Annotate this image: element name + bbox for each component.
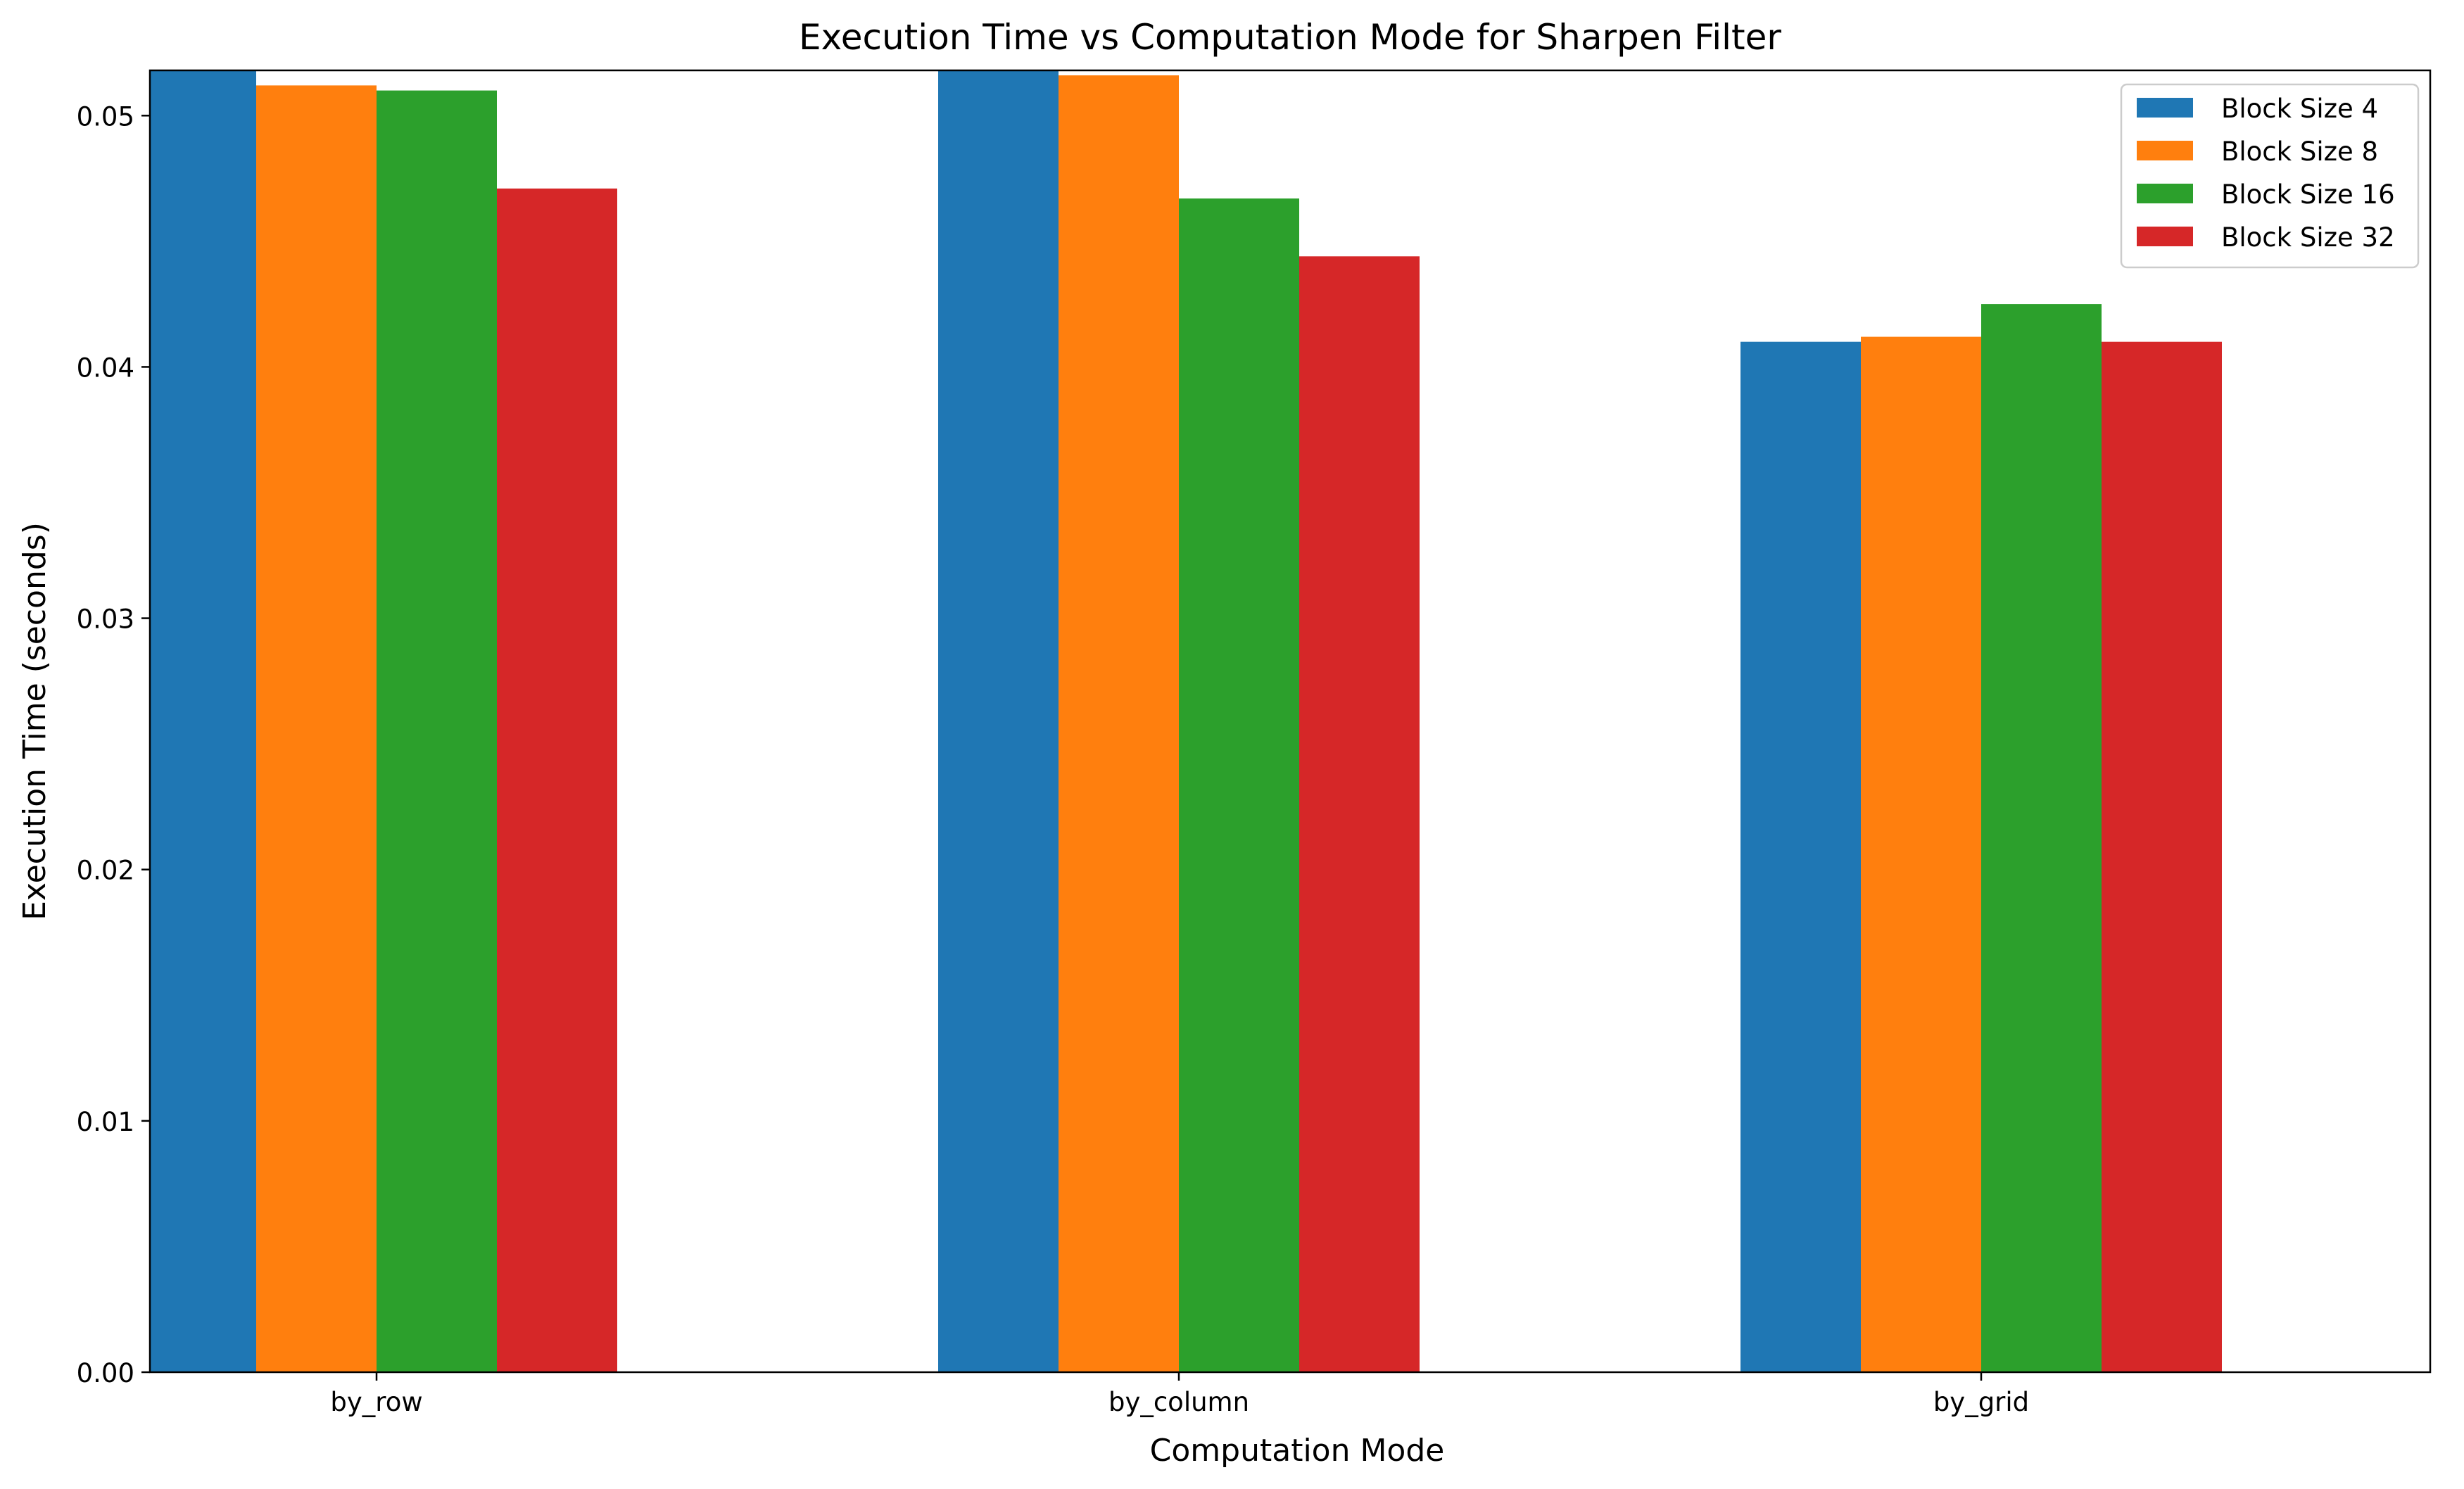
legend-label: Block Size 32	[2221, 222, 2395, 253]
x-tick-label: by_row	[330, 1387, 422, 1417]
legend-frame	[2120, 83, 2420, 269]
bar-by_column-series-1	[938, 70, 1059, 1372]
x-tick-label: by_column	[1108, 1387, 1249, 1417]
x-axis-label: Computation Mode	[1150, 1433, 1445, 1469]
x-tick-label: by_grid	[1933, 1387, 2029, 1417]
legend-swatch	[2137, 98, 2193, 118]
legend: Block Size 4 Block Size 8 Block Size 16 Blo…	[2120, 83, 2420, 269]
y-tick-label: 0.00	[77, 1358, 134, 1388]
legend-label: Block Size 4	[2221, 94, 2378, 124]
bar-by_grid-series-1	[1740, 341, 1861, 1372]
legend-items: Block Size 4 Block Size 8 Block Size 16 Blo…	[2137, 94, 2395, 253]
legend-swatch	[2137, 184, 2193, 203]
bar-by_row-series-1	[150, 70, 256, 1372]
bar-by_column-series-3	[1179, 198, 1299, 1372]
y-tick-label: 0.05	[77, 101, 134, 132]
x-axis-ticks: by_row by_column by_grid	[330, 1372, 2029, 1417]
bar-by_row-series-3	[377, 90, 497, 1372]
legend-swatch	[2137, 141, 2193, 160]
bar-by_column-series-2	[1059, 75, 1179, 1372]
y-axis-ticks: 0.00 0.01 0.02 0.03 0.04 0.05	[77, 101, 150, 1388]
y-tick-label: 0.03	[77, 604, 134, 635]
legend-label: Block Size 16	[2221, 179, 2395, 210]
bar-by_grid-series-3	[1981, 304, 2102, 1372]
y-tick-label: 0.02	[77, 856, 134, 886]
legend-swatch	[2137, 227, 2193, 246]
bar-by_column-series-4	[1299, 256, 1420, 1372]
bar-by_row-series-4	[497, 188, 617, 1372]
legend-label: Block Size 8	[2221, 137, 2378, 167]
bars-layer	[150, 70, 2222, 1372]
y-tick-label: 0.04	[77, 353, 134, 383]
bar-by_grid-series-4	[2102, 341, 2222, 1372]
chart-title: Execution Time vs Computation Mode for S…	[799, 17, 1781, 58]
y-axis-label: Execution Time (seconds)	[17, 522, 53, 920]
plot-frame	[149, 69, 2432, 1374]
bar-by_row-series-2	[256, 85, 377, 1372]
y-tick-label: 0.01	[77, 1107, 134, 1137]
bar-by_grid-series-2	[1861, 336, 1981, 1372]
